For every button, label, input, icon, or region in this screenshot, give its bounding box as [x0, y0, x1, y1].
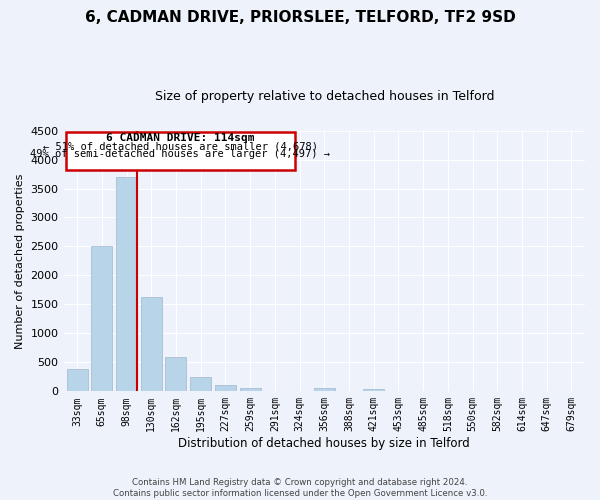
Bar — [215, 385, 236, 392]
Title: Size of property relative to detached houses in Telford: Size of property relative to detached ho… — [155, 90, 494, 103]
Bar — [141, 297, 162, 392]
Text: 6 CADMAN DRIVE: 114sqm: 6 CADMAN DRIVE: 114sqm — [106, 133, 254, 143]
Bar — [67, 368, 88, 392]
Bar — [190, 377, 211, 392]
Bar — [314, 388, 335, 392]
Y-axis label: Number of detached properties: Number of detached properties — [15, 174, 25, 348]
Bar — [363, 389, 384, 392]
Bar — [239, 388, 260, 392]
X-axis label: Distribution of detached houses by size in Telford: Distribution of detached houses by size … — [178, 437, 470, 450]
Text: 6, CADMAN DRIVE, PRIORSLEE, TELFORD, TF2 9SD: 6, CADMAN DRIVE, PRIORSLEE, TELFORD, TF2… — [85, 10, 515, 25]
FancyBboxPatch shape — [66, 132, 295, 170]
Bar — [91, 246, 112, 392]
Bar — [166, 356, 187, 392]
Text: ← 51% of detached houses are smaller (4,678): ← 51% of detached houses are smaller (4,… — [43, 142, 318, 152]
Text: Contains HM Land Registry data © Crown copyright and database right 2024.
Contai: Contains HM Land Registry data © Crown c… — [113, 478, 487, 498]
Text: 49% of semi-detached houses are larger (4,497) →: 49% of semi-detached houses are larger (… — [31, 150, 331, 160]
Bar — [116, 177, 137, 392]
